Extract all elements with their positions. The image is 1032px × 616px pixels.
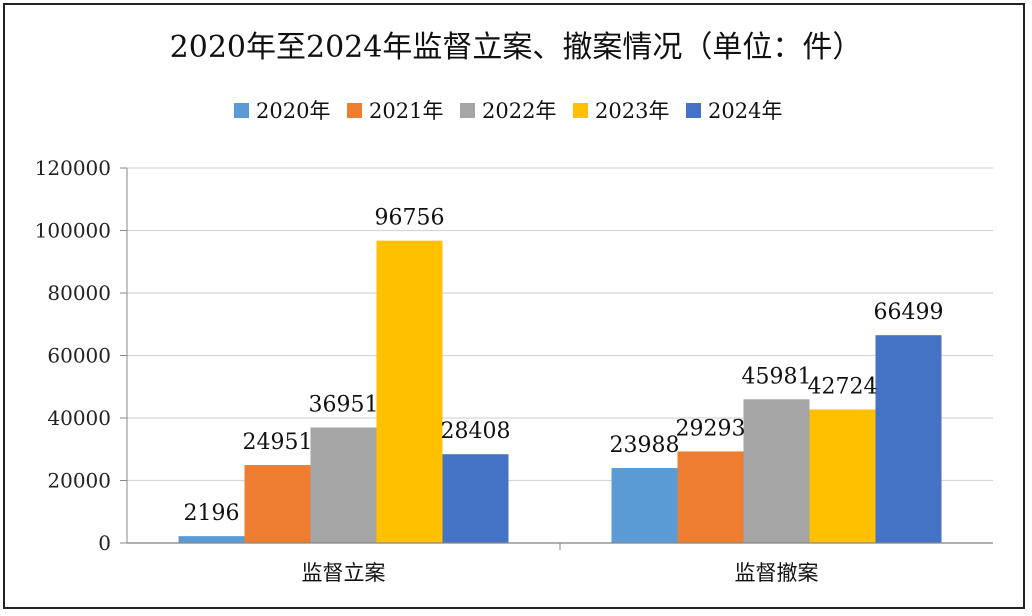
data-label: 42724 bbox=[808, 374, 878, 399]
y-tick-label: 100000 bbox=[35, 219, 111, 243]
data-label: 2196 bbox=[184, 501, 240, 526]
legend-label: 2021年 bbox=[369, 99, 443, 123]
bar bbox=[875, 335, 942, 543]
bars bbox=[178, 240, 942, 543]
legend-swatch bbox=[460, 103, 475, 118]
bar bbox=[743, 399, 810, 543]
y-tick-label: 60000 bbox=[47, 344, 111, 368]
y-axis: 0 20000 40000 60000 80000 100000 120000 bbox=[35, 156, 128, 555]
bar bbox=[178, 536, 245, 543]
bar bbox=[809, 409, 876, 543]
y-tick-label: 20000 bbox=[47, 469, 111, 493]
data-label: 36951 bbox=[309, 393, 379, 418]
data-label: 45981 bbox=[742, 364, 812, 389]
chart-title: 2020年至2024年监督立案、撤案情况（单位：件） bbox=[170, 30, 863, 65]
y-tick-label: 80000 bbox=[47, 281, 111, 305]
data-label: 24951 bbox=[243, 430, 313, 455]
legend-swatch bbox=[347, 103, 362, 118]
bar bbox=[376, 240, 443, 543]
y-tick-label: 40000 bbox=[47, 406, 111, 430]
data-label: 66499 bbox=[874, 300, 944, 325]
bar bbox=[677, 451, 744, 543]
data-label: 23988 bbox=[610, 433, 680, 458]
x-category-label: 监督撤案 bbox=[735, 561, 819, 585]
legend-label: 2023年 bbox=[595, 99, 669, 123]
legend: 2020年 2021年 2022年 2023年 2024年 bbox=[234, 99, 782, 123]
data-label: 29293 bbox=[676, 416, 746, 441]
legend-swatch bbox=[573, 103, 588, 118]
bar bbox=[310, 427, 377, 543]
legend-label: 2022年 bbox=[482, 99, 556, 123]
y-tick-label: 0 bbox=[98, 531, 111, 555]
x-axis: 监督立案 监督撤案 bbox=[127, 542, 993, 585]
bar bbox=[244, 465, 311, 543]
legend-label: 2020年 bbox=[256, 99, 330, 123]
legend-swatch bbox=[234, 103, 249, 118]
x-category-label: 监督立案 bbox=[302, 561, 386, 585]
y-tick-label: 120000 bbox=[35, 156, 111, 180]
data-label: 28408 bbox=[441, 419, 511, 444]
bar bbox=[442, 454, 509, 543]
legend-swatch bbox=[686, 103, 701, 118]
bar bbox=[611, 468, 678, 543]
legend-label: 2024年 bbox=[708, 99, 782, 123]
data-label: 96756 bbox=[375, 206, 445, 231]
